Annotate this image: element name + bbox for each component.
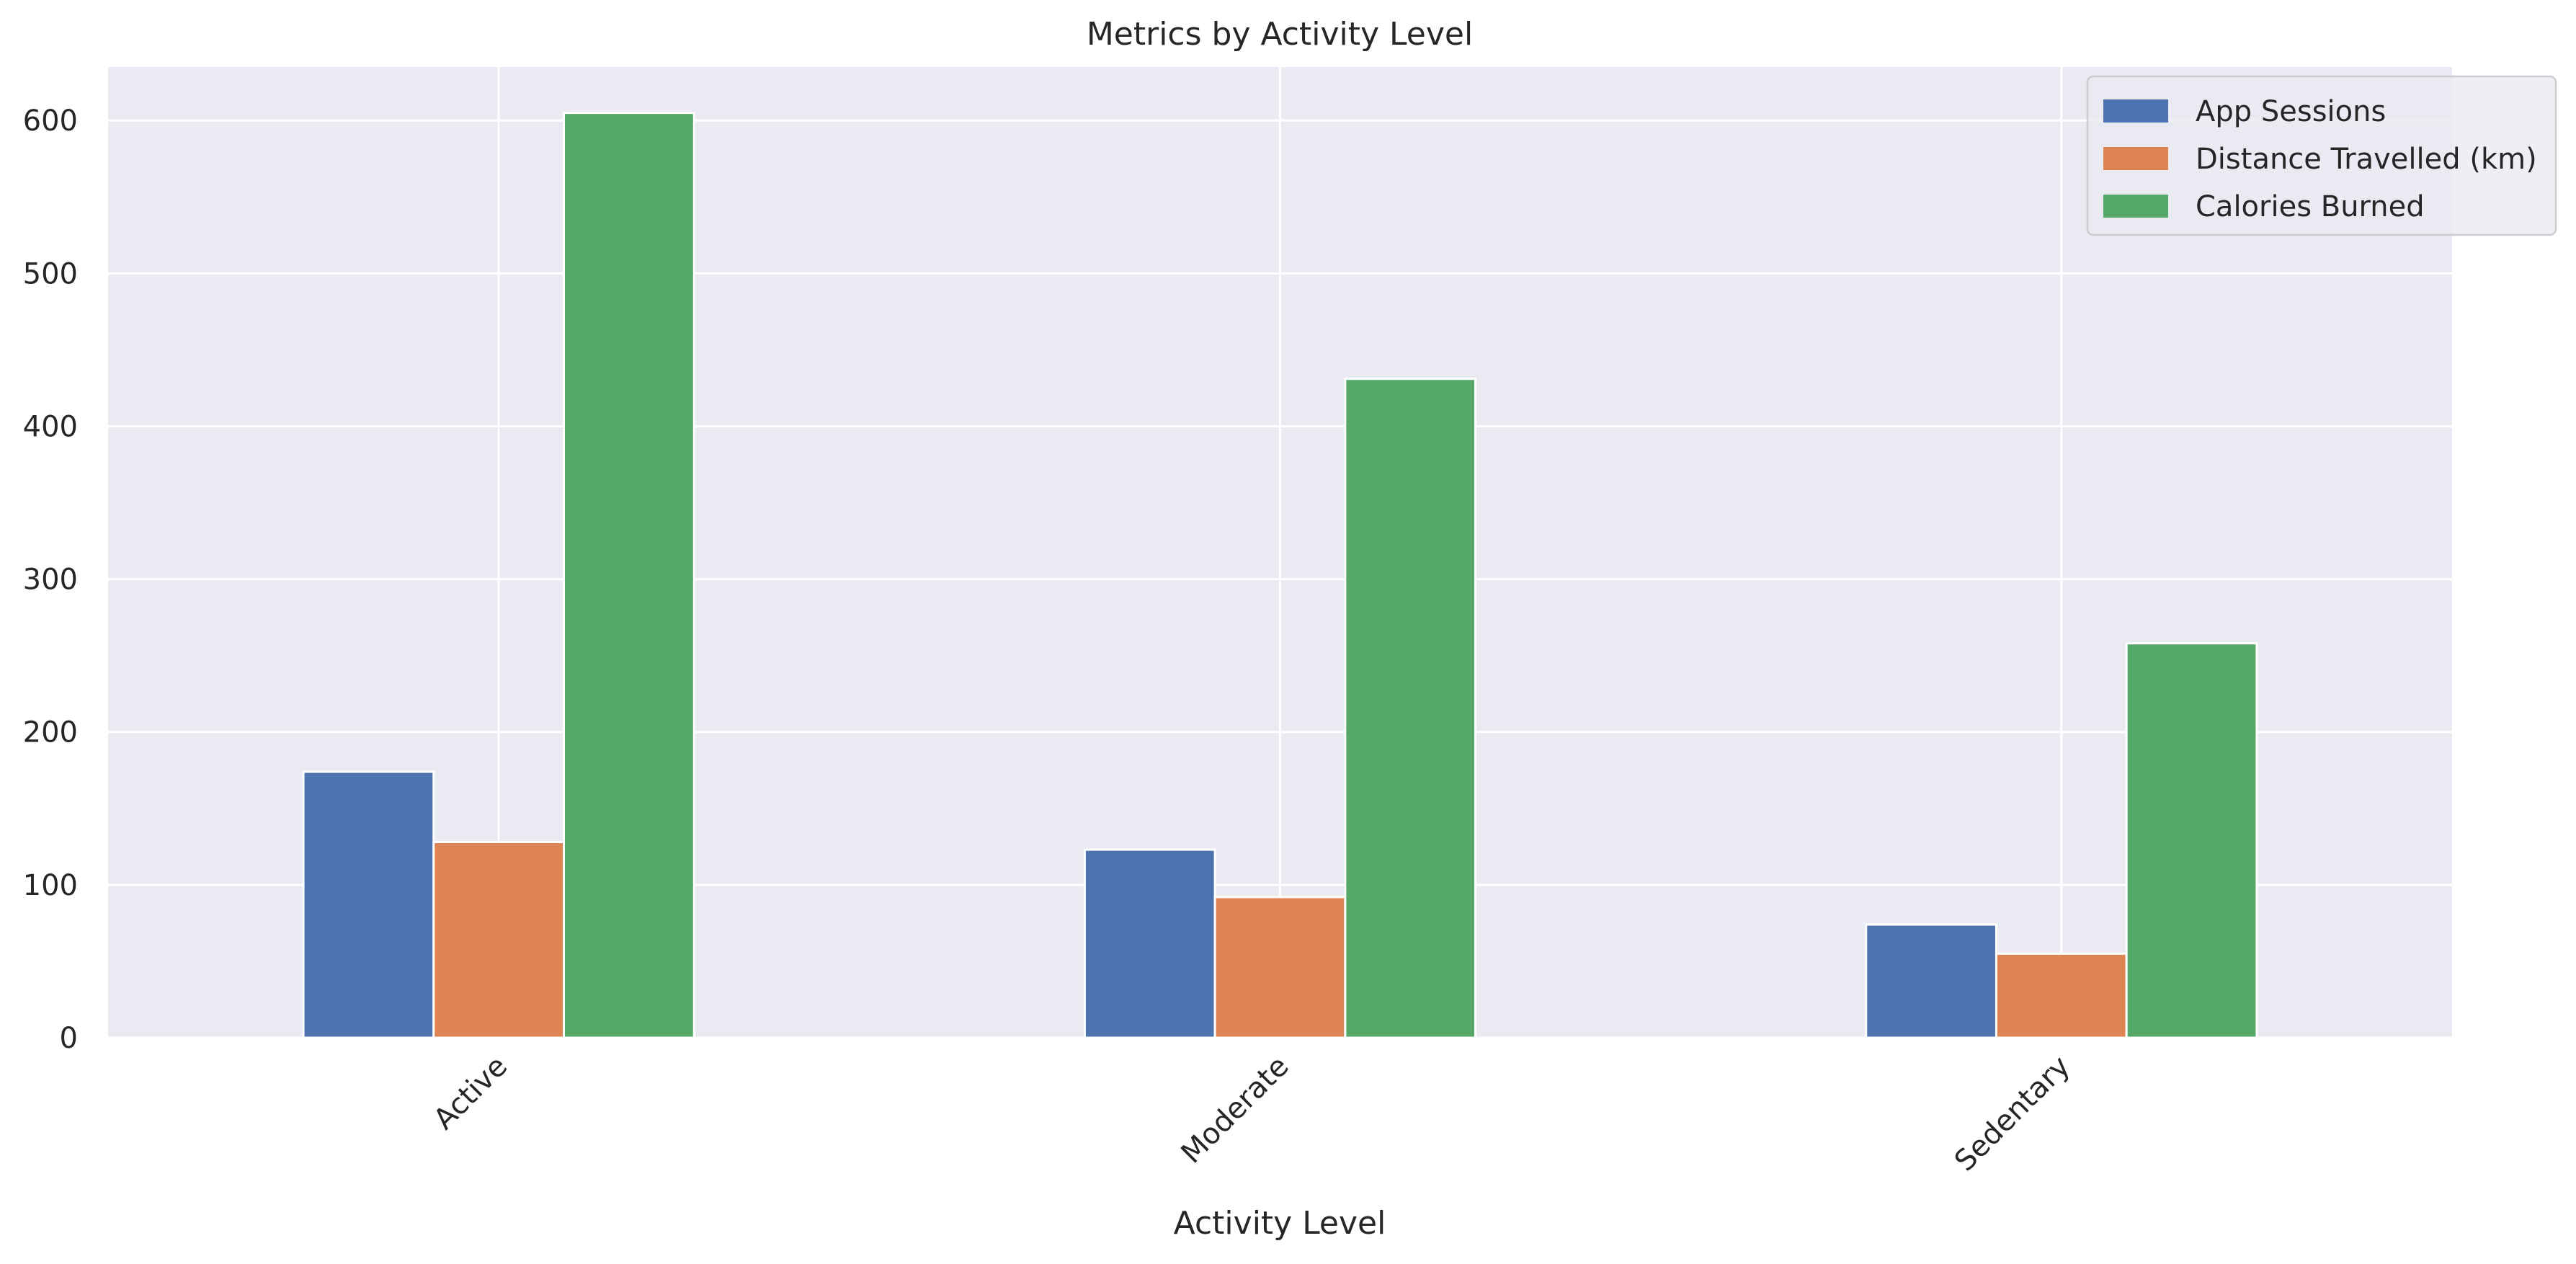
legend-label: Calories Burned <box>2196 190 2425 223</box>
x-tick-label: Sedentary <box>1948 1050 2077 1178</box>
bar-active-3 <box>563 112 695 1039</box>
y-tick-label: 200 <box>23 716 78 749</box>
y-tick-label: 600 <box>23 104 78 138</box>
legend-swatch <box>2103 195 2168 218</box>
x-tick-label: Moderate <box>1175 1050 1296 1170</box>
bar-moderate-1 <box>1083 848 1216 1039</box>
legend: App Sessions Distance Travelled (km) Calor… <box>2086 75 2557 236</box>
legend-label: App Sessions <box>2196 95 2386 128</box>
y-tick-label: 300 <box>23 564 78 597</box>
bar-moderate-3 <box>1344 378 1477 1039</box>
x-axis-title: Activity Level <box>1174 1205 1386 1242</box>
bar-sedentary-3 <box>2125 642 2258 1039</box>
bar-moderate-2 <box>1213 896 1347 1039</box>
legend-swatch <box>2103 147 2168 170</box>
bar-sedentary-1 <box>1865 923 1997 1039</box>
bars <box>302 112 2258 1039</box>
y-axis-ticks: 0 100 200 300 400 500 600 <box>23 104 78 1055</box>
y-tick-label: 500 <box>23 257 78 290</box>
bar-sedentary-2 <box>1995 952 2128 1039</box>
legend-swatch <box>2103 99 2168 123</box>
x-tick-label: Active <box>427 1050 514 1136</box>
grid-lines <box>108 67 2452 1039</box>
chart-title: Metrics by Activity Level <box>1087 16 1473 53</box>
y-tick-label: 400 <box>23 410 78 443</box>
y-tick-label: 100 <box>23 869 78 902</box>
legend-box <box>2086 75 2557 236</box>
bar-active-1 <box>302 770 435 1039</box>
legend-label: Distance Travelled (km) <box>2196 143 2537 176</box>
y-tick-label: 0 <box>60 1022 78 1055</box>
x-axis-ticks: Active Moderate Sedentary <box>427 1050 2077 1178</box>
bar-active-2 <box>432 840 566 1039</box>
